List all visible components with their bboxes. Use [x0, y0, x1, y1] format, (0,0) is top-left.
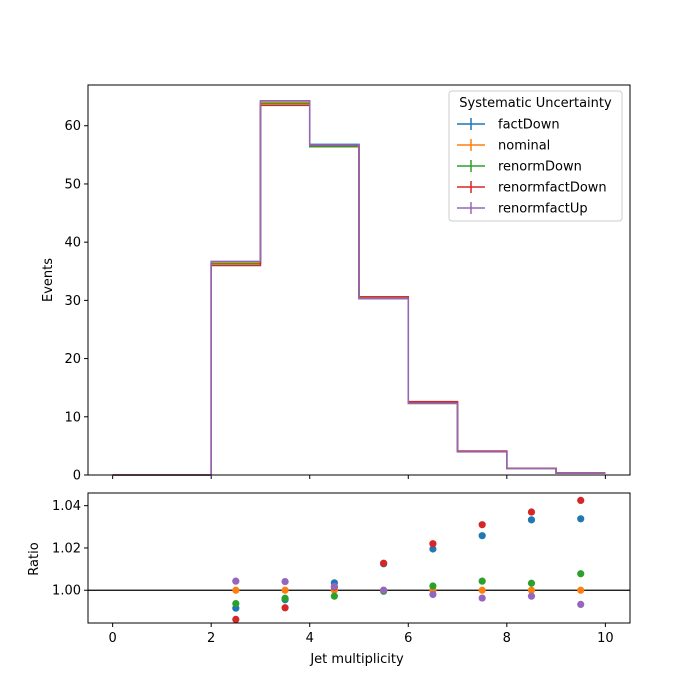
ratio-x-tick-label: 2 [207, 631, 215, 646]
legend-label-factDown: factDown [498, 118, 560, 133]
ratio-point-renormDown [281, 594, 289, 602]
ratio-point-factDown [577, 515, 585, 523]
legend-label-nominal: nominal [498, 139, 550, 154]
ratio-plot-frame [87, 492, 631, 624]
ratio-y-axis-label: Ratio [27, 542, 42, 575]
ratio-panel: 1.00 1.02 1.04 0 2 4 6 8 10 Ratio Jet multiplic… [27, 492, 631, 667]
main-y-tick-label: 0 [73, 469, 81, 484]
main-histogram-series [112, 99, 606, 476]
ratio-x-tick-label: 10 [597, 631, 614, 646]
ratio-x-tick-label: 6 [404, 631, 412, 646]
ratio-point-renormDown [527, 579, 536, 587]
main-panel: 0 10 20 30 40 50 60 Events Systematic Uncertai… [41, 84, 631, 484]
ratio-point-nominal [478, 586, 486, 594]
ratio-point-nominal [232, 586, 240, 594]
ratio-point-renormfactUp [478, 594, 486, 602]
legend-label-renormfactDown: renormfactDown [498, 181, 607, 196]
ratio-point-factDown [429, 545, 437, 553]
ratio-point-renormfactUp [429, 590, 437, 599]
ratio-x-tick-label: 0 [108, 631, 116, 646]
ratio-point-renormfactDown [527, 508, 536, 516]
legend-box [448, 90, 623, 222]
ratio-point-renormfactDown [232, 615, 240, 624]
ratio-point-factDown [527, 516, 536, 524]
ratio-point-renormDown [478, 577, 486, 585]
ratio-point-renormfactUp [281, 577, 289, 586]
main-y-ticks: 0 10 20 30 40 50 60 [64, 119, 88, 484]
ratio-point-renormfactDown [478, 521, 486, 529]
ratio-point-renormfactUp [577, 600, 585, 608]
main-y-tick-label: 60 [64, 119, 81, 134]
ratio-x-tick-label: 4 [306, 631, 314, 646]
ratio-point-factDown [478, 532, 486, 540]
ratio-point-renormDown [429, 582, 437, 590]
histogram-series-renormfactUp [112, 99, 606, 476]
ratio-point-renormfactUp [330, 582, 338, 591]
ratio-point-nominal [577, 586, 585, 594]
legend: Systematic Uncertainty factDown nominal re… [448, 90, 623, 222]
ratio-y-ticks: 1.00 1.02 1.04 [52, 499, 88, 599]
ratio-y-tick-label: 1.00 [52, 584, 81, 599]
main-y-tick-label: 10 [64, 410, 81, 425]
main-plot-frame [87, 84, 631, 476]
ratio-point-renormfactUp [232, 577, 240, 585]
main-y-tick-label: 50 [64, 177, 81, 192]
ratio-point-renormDown [330, 592, 338, 600]
ratio-point-renormDown [577, 570, 585, 578]
ratio-point-nominal [527, 586, 536, 594]
legend-label-renormDown: renormDown [498, 160, 582, 175]
ratio-points [232, 496, 585, 624]
ratio-point-renormDown [232, 599, 240, 608]
legend-label-renormfactUp: renormfactUp [498, 202, 588, 217]
ratio-point-nominal [281, 586, 289, 594]
ratio-y-tick-label: 1.02 [52, 541, 81, 556]
legend-entries: factDown nominal renormDown renormfactDown r… [457, 118, 607, 217]
ratio-x-axis-label: Jet multiplicity [309, 652, 404, 667]
ratio-x-ticks: 0 2 4 6 8 10 [108, 623, 614, 646]
ratio-y-tick-label: 1.04 [52, 499, 81, 514]
main-y-tick-label: 30 [64, 294, 81, 309]
ratio-point-renormfactDown [577, 496, 585, 504]
ratio-point-renormfactUp [380, 586, 388, 594]
main-y-tick-label: 20 [64, 352, 81, 367]
main-y-tick-label: 40 [64, 236, 81, 251]
ratio-point-renormfactDown [429, 540, 437, 548]
legend-title: Systematic Uncertainty [459, 96, 612, 111]
ratio-x-tick-label: 8 [503, 631, 511, 646]
ratio-point-renormfactDown [281, 604, 289, 612]
main-y-axis-label: Events [41, 258, 56, 302]
ratio-point-renormfactDown [380, 559, 388, 567]
ratio-point-renormfactUp [527, 592, 536, 600]
